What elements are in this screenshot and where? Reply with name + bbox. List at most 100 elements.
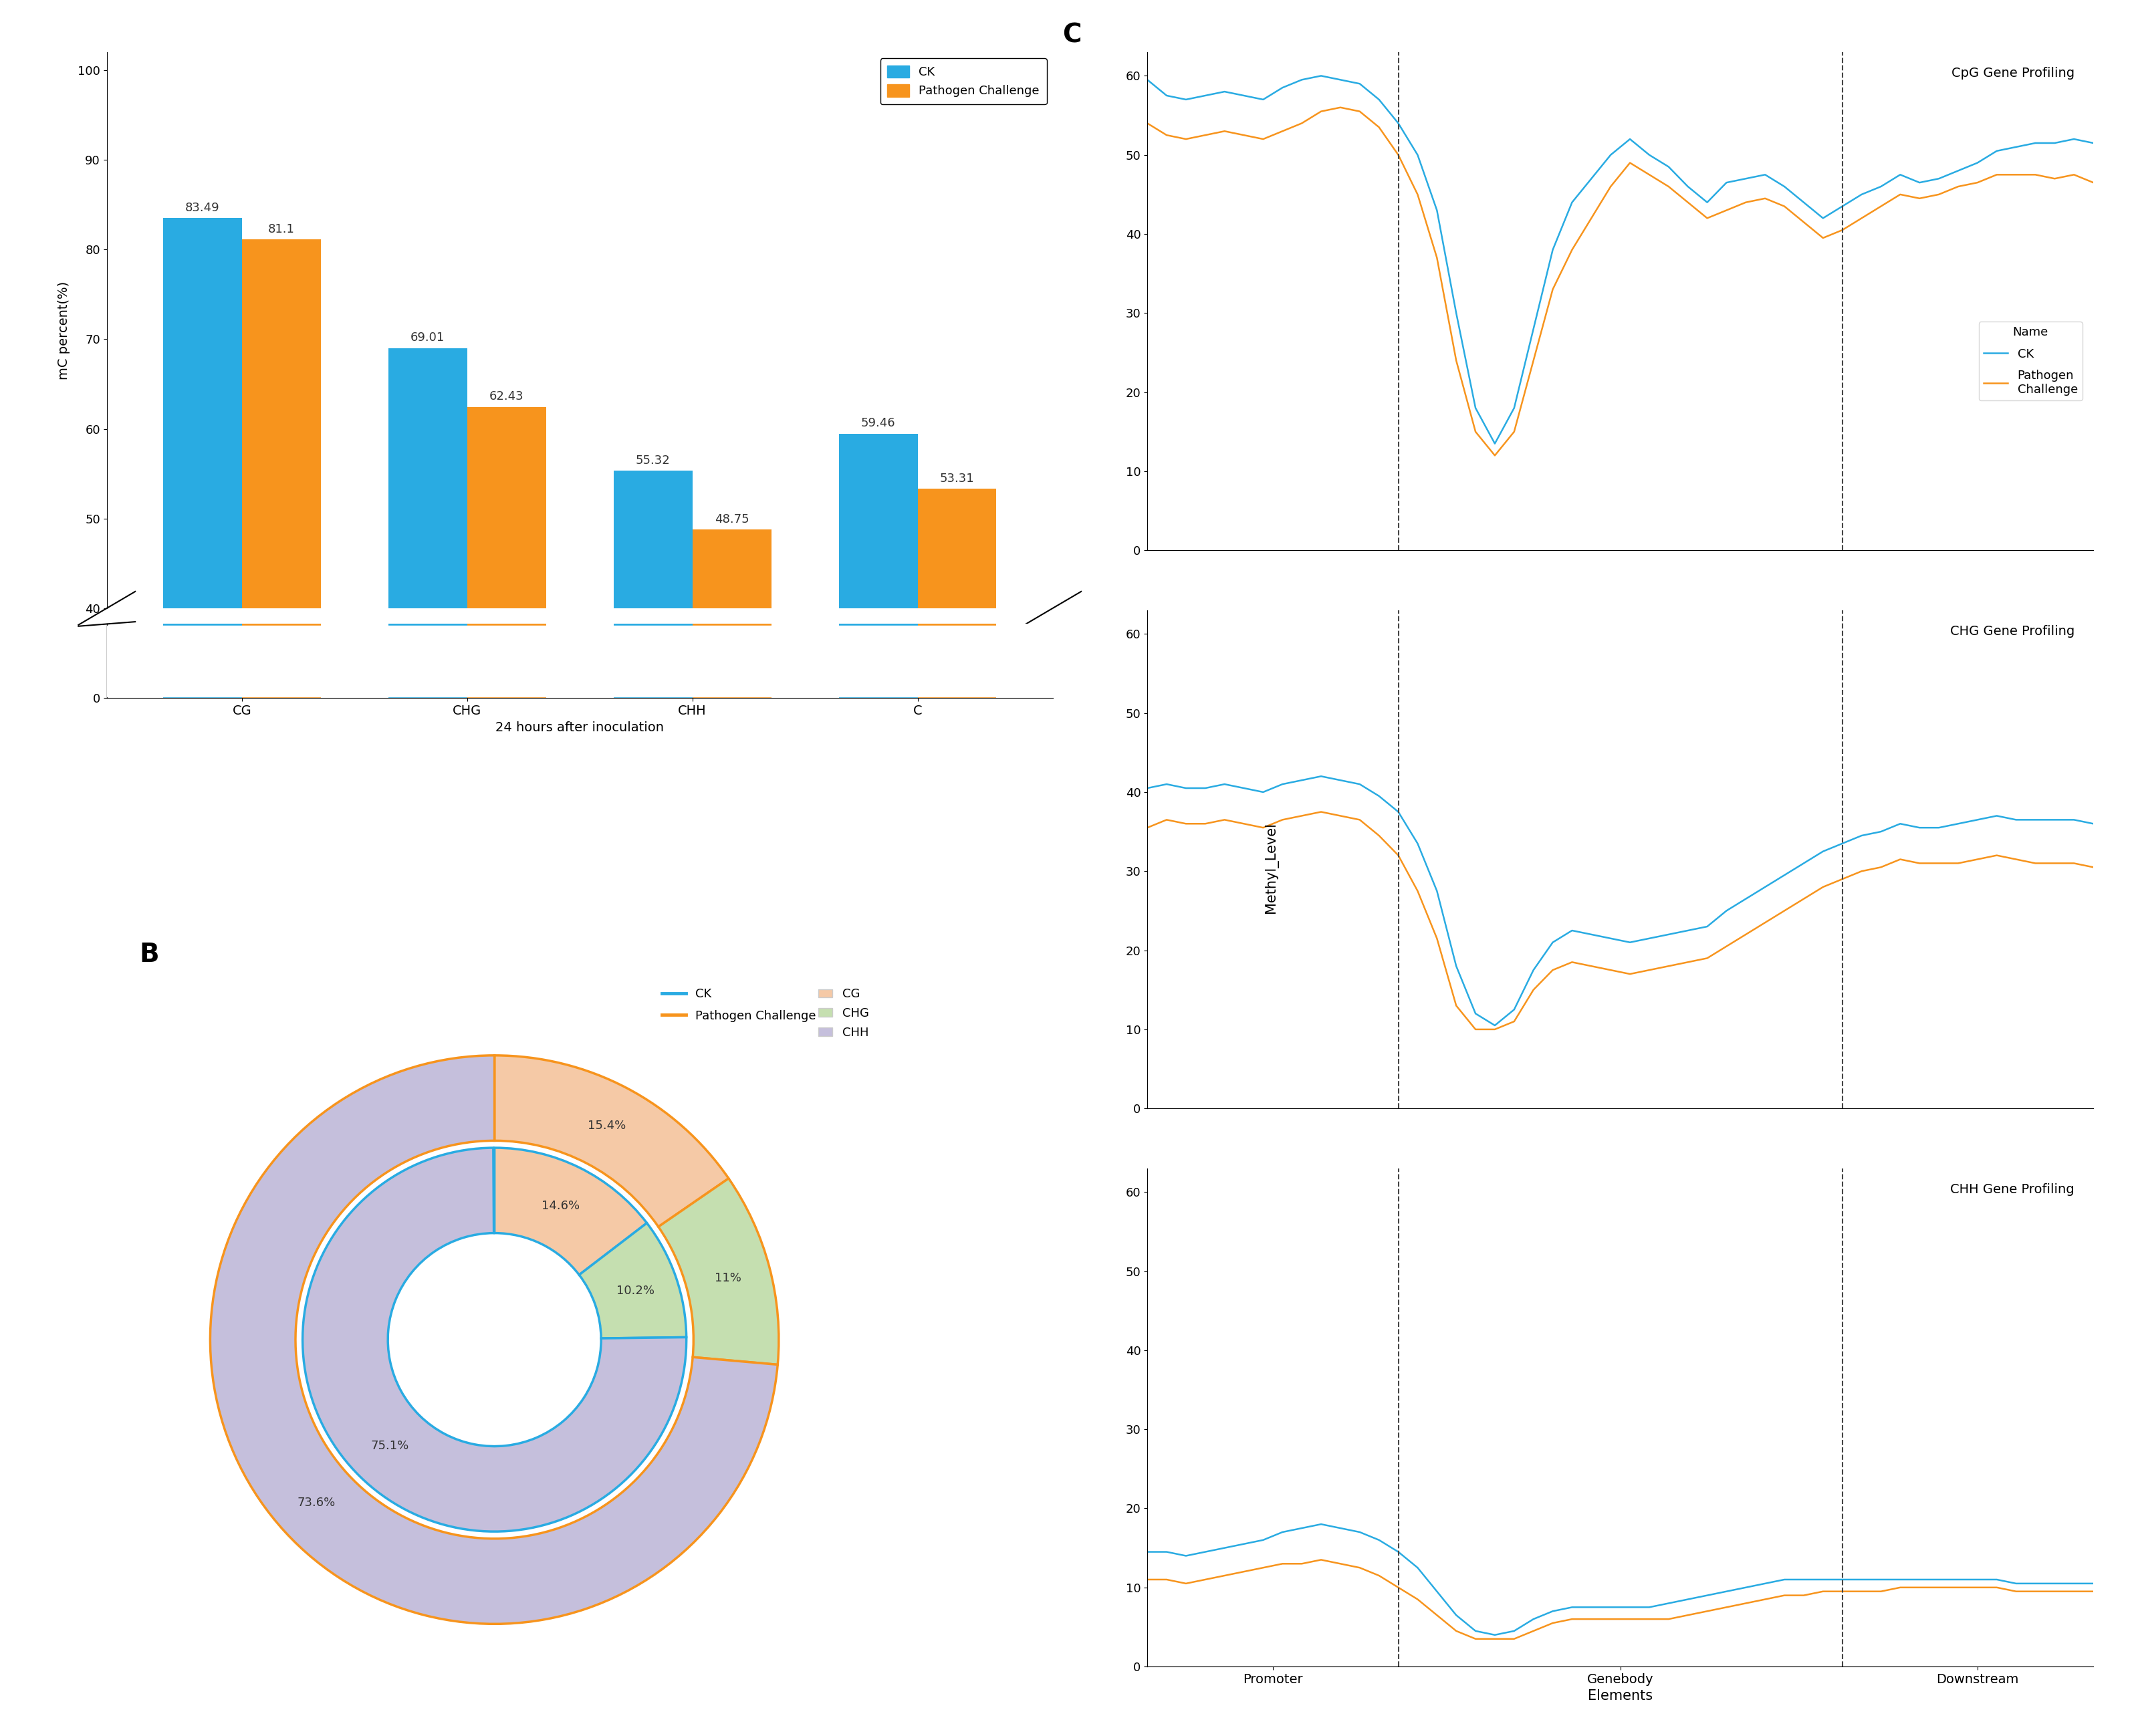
CK	[1288, 69, 1314, 90]
Line: Pathogen
Challenge: Pathogen Challenge	[1147, 1559, 2093, 1639]
CK	[1559, 193, 1585, 214]
Pathogen
Challenge	[1655, 175, 1681, 196]
CK	[1405, 144, 1431, 165]
Text: Methyl_Level: Methyl_Level	[1265, 823, 1277, 913]
Pathogen
Challenge	[1790, 212, 1816, 233]
CK	[1752, 877, 1777, 898]
CK	[1655, 924, 1681, 944]
CK	[1307, 766, 1333, 786]
Bar	[692, 529, 771, 967]
CK	[1984, 806, 2010, 826]
Wedge shape	[658, 1179, 780, 1364]
CK	[1250, 781, 1275, 802]
CK	[1598, 929, 1623, 950]
CK	[1790, 193, 1816, 214]
Line: CK: CK	[1147, 776, 2093, 1026]
Pathogen
Challenge	[1269, 809, 1294, 830]
X-axis label: Elements: Elements	[1587, 1689, 1653, 1703]
CK	[1732, 889, 1758, 910]
Pathogen
Challenge	[1425, 1604, 1450, 1625]
CK	[1463, 1620, 1489, 1641]
Pathogen
Challenge	[1946, 852, 1972, 873]
Line: Pathogen
Challenge: Pathogen Challenge	[1147, 108, 2093, 455]
CK	[1946, 160, 1972, 181]
CK	[1694, 193, 1719, 214]
Wedge shape	[579, 1222, 686, 1338]
Pathogen
Challenge	[1907, 187, 1933, 208]
CK	[1771, 175, 1796, 196]
CK	[2004, 137, 2029, 158]
CK	[1636, 929, 1662, 950]
Pathogen
Challenge	[1617, 963, 1643, 984]
Pathogen
Challenge	[1790, 889, 1816, 910]
CK	[1367, 89, 1393, 109]
Pathogen
Challenge	[1907, 1576, 1933, 1597]
CK	[1965, 153, 1991, 174]
CK	[1250, 89, 1275, 109]
Pathogen
Challenge	[1713, 1597, 1739, 1618]
Pathogen
Challenge	[1579, 1609, 1604, 1630]
CK	[2080, 812, 2106, 833]
CK	[1869, 175, 1895, 196]
CK	[2080, 132, 2106, 153]
Pathogen
Challenge	[2004, 1581, 2029, 1602]
Pathogen
Challenge	[1230, 125, 1256, 146]
Pathogen
Challenge	[2004, 849, 2029, 870]
CK	[1211, 82, 1237, 102]
Text: 69.01: 69.01	[410, 332, 444, 344]
Pathogen
Challenge	[1598, 960, 1623, 981]
Text: 81.1: 81.1	[267, 222, 295, 234]
CK	[1809, 1569, 1835, 1590]
Bar	[241, 240, 320, 967]
CK	[1367, 786, 1393, 807]
Pathogen
Challenge	[1482, 1019, 1508, 1040]
CK	[1250, 1529, 1275, 1550]
Pathogen
Challenge	[1636, 960, 1662, 981]
CK	[1850, 825, 1875, 845]
Pathogen
Challenge	[1927, 852, 1952, 873]
CK	[1579, 168, 1604, 189]
CK	[1211, 774, 1237, 795]
Pathogen
Challenge	[1230, 812, 1256, 833]
Bar	[918, 490, 995, 967]
CK	[2061, 809, 2087, 830]
Text: 83.49: 83.49	[186, 201, 220, 214]
Pathogen
Challenge	[1540, 1613, 1566, 1634]
Bar	[468, 0, 547, 698]
CK	[1907, 818, 1933, 838]
Pathogen
Challenge	[1850, 861, 1875, 882]
CK	[1636, 144, 1662, 165]
Pathogen
Challenge	[1134, 113, 1160, 134]
Pathogen
Challenge	[1984, 165, 2010, 186]
Line: Pathogen
Challenge: Pathogen Challenge	[1147, 812, 2093, 1029]
Pathogen
Challenge	[1192, 1569, 1218, 1590]
CK	[1946, 812, 1972, 833]
Text: 14.6%: 14.6%	[540, 1200, 579, 1212]
CK	[1965, 1569, 1991, 1590]
CK	[1425, 880, 1450, 901]
Bar	[839, 0, 918, 698]
Pathogen
Challenge	[2061, 1581, 2087, 1602]
CK	[1444, 302, 1470, 323]
CK	[1888, 165, 1914, 186]
CK	[1444, 1604, 1470, 1625]
CK	[1984, 141, 2010, 161]
CK	[1598, 144, 1623, 165]
Pathogen
Challenge	[1540, 279, 1566, 300]
Pathogen
Challenge	[1771, 901, 1796, 922]
Pathogen
Challenge	[1559, 951, 1585, 972]
Pathogen
Challenge	[1502, 422, 1527, 443]
CK	[1694, 1585, 1719, 1606]
CK	[1732, 1576, 1758, 1597]
Wedge shape	[493, 1147, 647, 1274]
Pathogen
Challenge	[1598, 1609, 1623, 1630]
Pathogen
Challenge	[1831, 220, 1856, 241]
CK	[1192, 778, 1218, 799]
Line: CK: CK	[1147, 76, 2093, 444]
Pathogen
Challenge	[1348, 809, 1373, 830]
Pathogen
Challenge	[1425, 929, 1450, 950]
Pathogen
Challenge	[1946, 1576, 1972, 1597]
Pathogen
Challenge	[1675, 1604, 1700, 1625]
Pathogen
Challenge	[1694, 948, 1719, 969]
Pathogen
Challenge	[1173, 812, 1198, 833]
